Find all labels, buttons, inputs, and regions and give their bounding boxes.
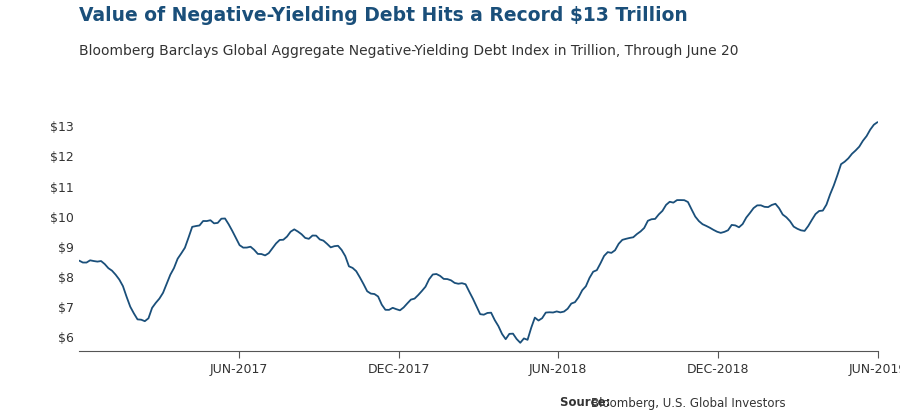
Text: Source:: Source: — [560, 396, 615, 410]
Text: Value of Negative-Yielding Debt Hits a Record $13 Trillion: Value of Negative-Yielding Debt Hits a R… — [79, 6, 688, 25]
Text: Bloomberg, U.S. Global Investors: Bloomberg, U.S. Global Investors — [591, 396, 786, 410]
Text: Bloomberg Barclays Global Aggregate Negative-Yielding Debt Index in Trillion, Th: Bloomberg Barclays Global Aggregate Nega… — [79, 44, 739, 58]
